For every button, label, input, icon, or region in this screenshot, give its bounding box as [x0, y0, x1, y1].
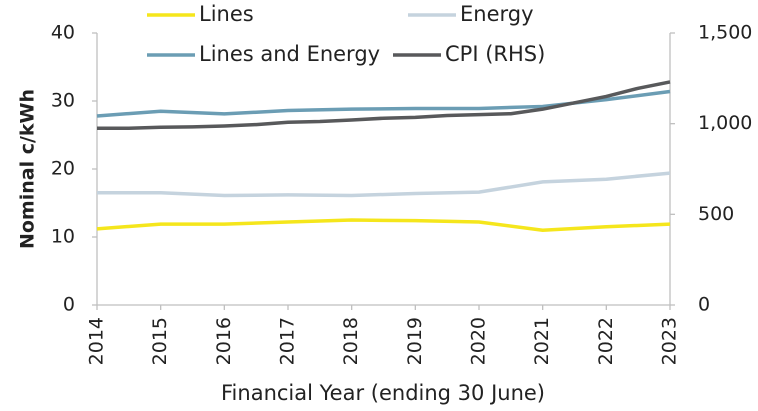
y-tick-label: 30: [51, 90, 75, 112]
legend-label: Energy: [460, 2, 534, 26]
legend-label: Lines and Energy: [199, 42, 380, 66]
series-line: [96, 218, 671, 232]
x-tick-label: 2016: [213, 317, 235, 365]
y2-tick-label: 1,000: [698, 112, 752, 134]
x-tick-label: 2023: [659, 317, 681, 365]
series-line: [96, 89, 671, 118]
y-tick-label: 40: [51, 22, 75, 44]
x-tick-label: 2015: [149, 317, 171, 365]
y-tick-label: 20: [51, 158, 75, 180]
legend-label: Lines: [199, 2, 254, 26]
y2-tick-label: 1,500: [698, 22, 752, 44]
x-tick-label: 2018: [340, 317, 362, 365]
x-tick-label: 2017: [277, 317, 299, 365]
x-axis-label: Financial Year (ending 30 June): [221, 381, 545, 405]
x-tick-label: 2014: [86, 317, 108, 365]
y-tick-label: 10: [51, 226, 75, 248]
y2-tick-label: 0: [698, 294, 710, 316]
x-tick-label: 2021: [531, 317, 553, 365]
x-tick-label: 2020: [468, 317, 490, 365]
series-line: [97, 80, 671, 130]
legend-label: CPI (RHS): [445, 42, 545, 66]
y-axis-label: Nominal c/kWh: [17, 89, 39, 249]
y2-tick-label: 500: [698, 203, 734, 225]
series-line: [97, 171, 671, 198]
x-tick-label: 2019: [404, 317, 426, 365]
y-tick-label: 0: [63, 294, 75, 316]
x-tick-label: 2022: [595, 317, 617, 365]
